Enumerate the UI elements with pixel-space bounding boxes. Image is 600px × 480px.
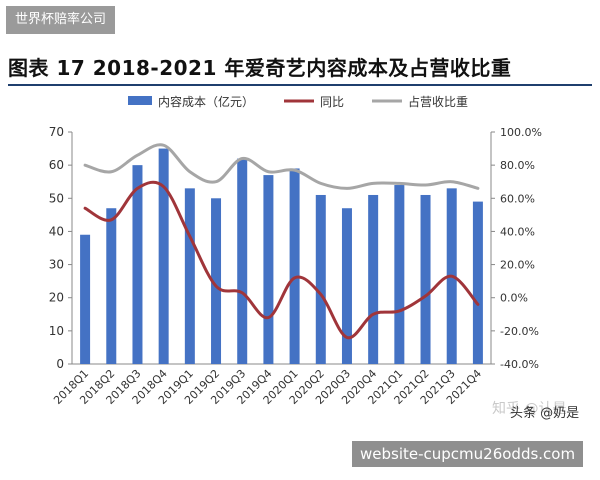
watermark: 知乎 @认是 bbox=[492, 401, 567, 417]
bar bbox=[263, 175, 274, 364]
y-tick-label: 30 bbox=[49, 258, 64, 272]
legend-item-yoy: 同比 bbox=[320, 95, 344, 109]
y-tick-label: 60 bbox=[49, 158, 64, 172]
bar bbox=[80, 234, 91, 364]
legend-item-content-cost-swatch bbox=[128, 96, 152, 105]
bar bbox=[132, 165, 143, 364]
bar bbox=[289, 168, 300, 364]
bar bbox=[341, 208, 352, 364]
share-line bbox=[83, 143, 480, 190]
y2-tick-label: 0.0% bbox=[500, 292, 528, 305]
bar bbox=[106, 208, 117, 364]
y2-tick-label: 100.0% bbox=[500, 126, 542, 139]
website-banner[interactable]: website-cupcmu26odds.com bbox=[352, 441, 584, 467]
brand-tag: 世界杯赔率公司 bbox=[6, 6, 116, 34]
legend-item-content-cost: 内容成本（亿元） bbox=[158, 94, 254, 109]
bar bbox=[315, 194, 326, 364]
bar bbox=[184, 188, 195, 364]
y-tick-label: 40 bbox=[49, 224, 64, 238]
legend-item-share: 占营收比重 bbox=[408, 94, 468, 109]
y2-tick-label: -40.0% bbox=[500, 358, 539, 371]
y2-tick-label: 60.0% bbox=[500, 192, 535, 205]
y-tick-label: 20 bbox=[49, 291, 64, 305]
y2-tick-label: 20.0% bbox=[500, 259, 535, 272]
bar bbox=[237, 158, 248, 364]
bar bbox=[368, 194, 379, 364]
y-tick-label: 0 bbox=[56, 357, 64, 371]
bar bbox=[420, 194, 431, 364]
bar bbox=[472, 201, 483, 364]
bar bbox=[394, 185, 405, 364]
y-tick-label: 10 bbox=[49, 324, 64, 338]
y-tick-label: 70 bbox=[49, 125, 64, 139]
title-divider bbox=[8, 84, 592, 86]
y2-tick-label: 40.0% bbox=[500, 225, 535, 238]
y2-tick-label: -20.0% bbox=[500, 325, 539, 338]
y2-tick-label: 80.0% bbox=[500, 159, 535, 172]
chart-title: 图表 17 2018-2021 年爱奇艺内容成本及占营收比重 bbox=[8, 56, 512, 80]
yoy-line bbox=[83, 180, 480, 340]
source-label: 头条 @奶是 bbox=[510, 406, 580, 421]
y-tick-label: 50 bbox=[49, 191, 64, 205]
bar bbox=[211, 198, 222, 364]
bar bbox=[158, 148, 169, 364]
